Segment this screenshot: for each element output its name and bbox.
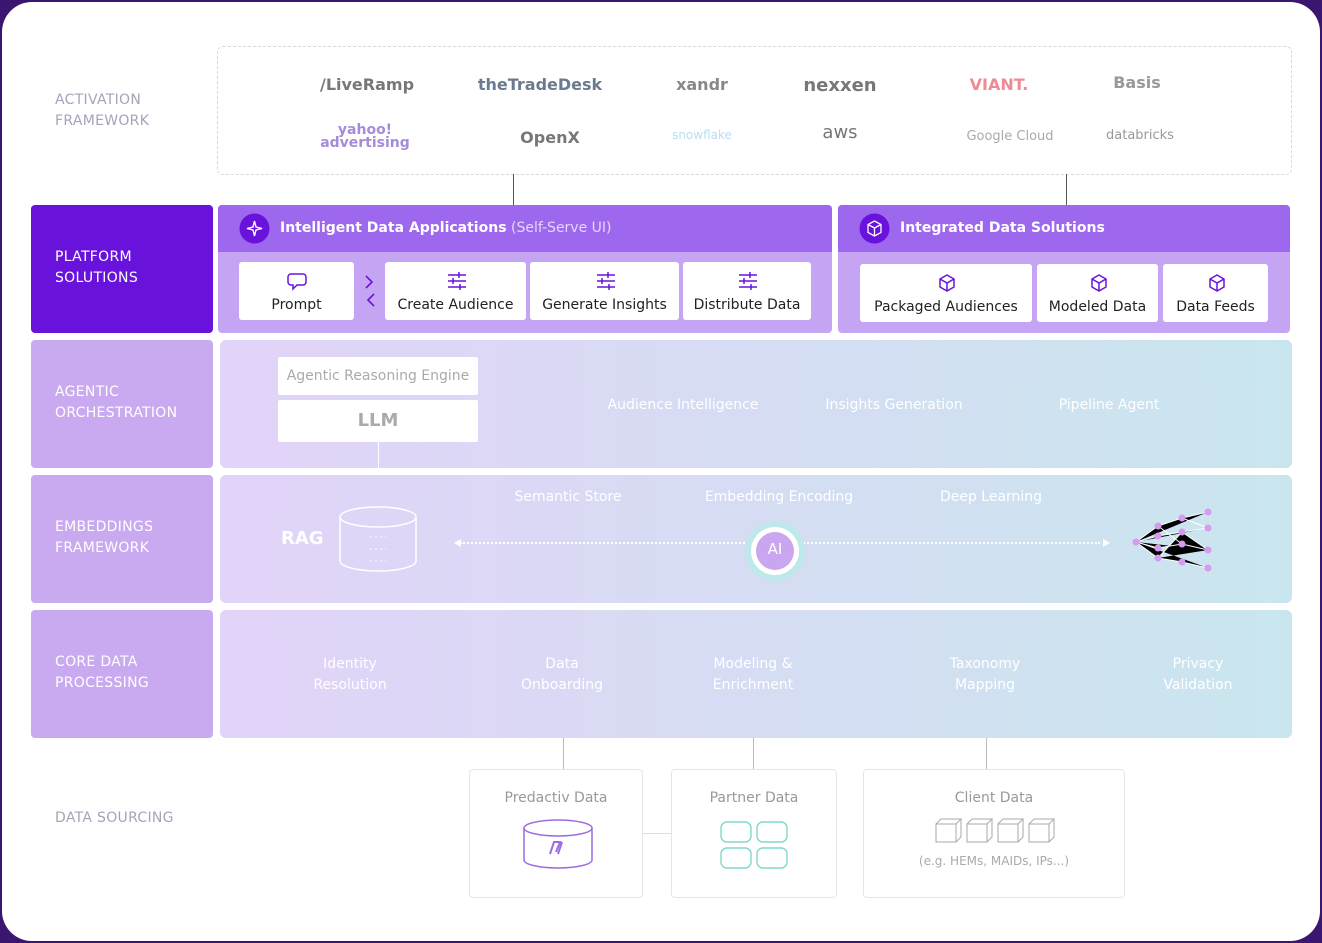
layer-label: ACTIVATION FRAMEWORK [55, 92, 150, 129]
core-band [220, 610, 1292, 738]
partner-logo: yahoo! advertising [320, 122, 410, 151]
agent: Pipeline Agent [1058, 397, 1160, 413]
icon [286, 273, 307, 291]
partner-logo: theTradeDesk [477, 75, 603, 94]
stage: Deep Learning [939, 489, 1043, 505]
layer-label: EMBEDDINGS FRAMEWORK [55, 519, 154, 556]
source-title: Predactiv Data [504, 790, 608, 806]
layer-box: PLATFORM SOLUTIONS [31, 205, 213, 333]
apps-header [218, 205, 832, 252]
integrated-icon [859, 213, 890, 244]
rag-database [339, 506, 417, 572]
layer-box: EMBEDDINGS FRAMEWORK [31, 475, 213, 603]
apps-title: Intelligent Data Applications [280, 220, 507, 236]
connector [986, 738, 987, 769]
source-box: Client Data (e.g. HEMs, MAIDs, IPs...) [863, 769, 1125, 898]
step: Modeling & Enrichment [712, 656, 794, 693]
app-label: Generate Insights [542, 297, 667, 313]
partner-box [217, 46, 1292, 175]
icon [596, 272, 615, 290]
solution-label: Data Feeds [1176, 299, 1255, 315]
rag-label: RAG [281, 528, 324, 549]
connector [563, 738, 564, 769]
app-button[interactable]: Prompt [239, 262, 354, 320]
step: Data Onboarding [521, 656, 603, 693]
partner-logo: VIANT. [969, 75, 1029, 94]
partner-logo: aws [822, 122, 858, 143]
icon [447, 272, 466, 290]
source-title: Client Data [954, 790, 1034, 806]
stage: Semantic Store [514, 489, 622, 505]
connector [642, 833, 671, 834]
solution-button[interactable]: Packaged Audiences [860, 264, 1032, 322]
icon [1090, 274, 1107, 292]
app-label: Distribute Data [693, 297, 801, 313]
partner-logo: OpenX [520, 128, 580, 147]
partner-logo: Basis [1113, 73, 1161, 92]
app-label: Create Audience [397, 297, 514, 313]
ai-ring [745, 521, 805, 581]
solution-button[interactable]: Modeled Data [1037, 264, 1158, 322]
layer-box: AGENTIC ORCHESTRATION [31, 340, 213, 468]
partner-logo: xandr [676, 75, 728, 94]
app-button[interactable]: Generate Insights [530, 262, 679, 320]
agent: Audience Intelligence [607, 397, 759, 413]
source-box: Partner Data [671, 769, 837, 898]
icon [939, 274, 955, 292]
app-button[interactable]: Distribute Data [683, 262, 811, 320]
integrated-title: Integrated Data Solutions [900, 220, 1105, 236]
apps-icon [239, 213, 270, 244]
layer-label: AGENTIC ORCHESTRATION [55, 384, 178, 421]
layer-label: DATA SOURCING [55, 810, 174, 826]
partner-logo: /LiveRamp [319, 75, 415, 94]
icon [935, 818, 1056, 843]
layer-label: PLATFORM SOLUTIONS [55, 249, 139, 286]
source-note: (e.g. HEMs, MAIDs, IPs...) [918, 854, 1070, 868]
partner-logo: databricks [1106, 128, 1174, 143]
source-title: Partner Data [709, 790, 799, 806]
chevrons [365, 275, 375, 307]
partner-logo: nexxen [803, 75, 877, 96]
llm-box: LLM [278, 400, 478, 442]
app-label: Prompt [271, 297, 322, 313]
icon [523, 819, 593, 869]
icon [720, 821, 788, 869]
engine-box: Agentic Reasoning Engine [278, 357, 478, 395]
app-button[interactable]: Create Audience [385, 262, 526, 320]
icon [1208, 274, 1225, 292]
partner-logo: Google Cloud [966, 129, 1054, 144]
solution-label: Packaged Audiences [874, 299, 1018, 315]
integrated-header [838, 205, 1290, 252]
step: Taxonomy Mapping [949, 656, 1021, 693]
agent: Insights Generation [825, 397, 963, 413]
connector [513, 174, 514, 205]
step: Identity Resolution [313, 656, 387, 693]
layer-label: CORE DATA PROCESSING [55, 654, 150, 691]
solution-button[interactable]: Data Feeds [1163, 264, 1268, 322]
connector [1066, 174, 1067, 205]
layer-box: CORE DATA PROCESSING [31, 610, 213, 738]
neural-net [1132, 508, 1212, 572]
solution-label: Modeled Data [1048, 299, 1147, 315]
apps-subtitle: (Self-Serve UI) [510, 220, 612, 236]
partner-logo: snowflake [672, 128, 732, 142]
source-box: Predactiv Data [469, 769, 643, 898]
connector [753, 738, 754, 769]
apps-title-row: Intelligent Data Applications (Self-Serv… [280, 220, 612, 236]
step: Privacy Validation [1163, 656, 1233, 693]
icon [739, 272, 757, 290]
stage: Embedding Encoding [704, 489, 854, 505]
ai-label: AI [767, 540, 783, 558]
